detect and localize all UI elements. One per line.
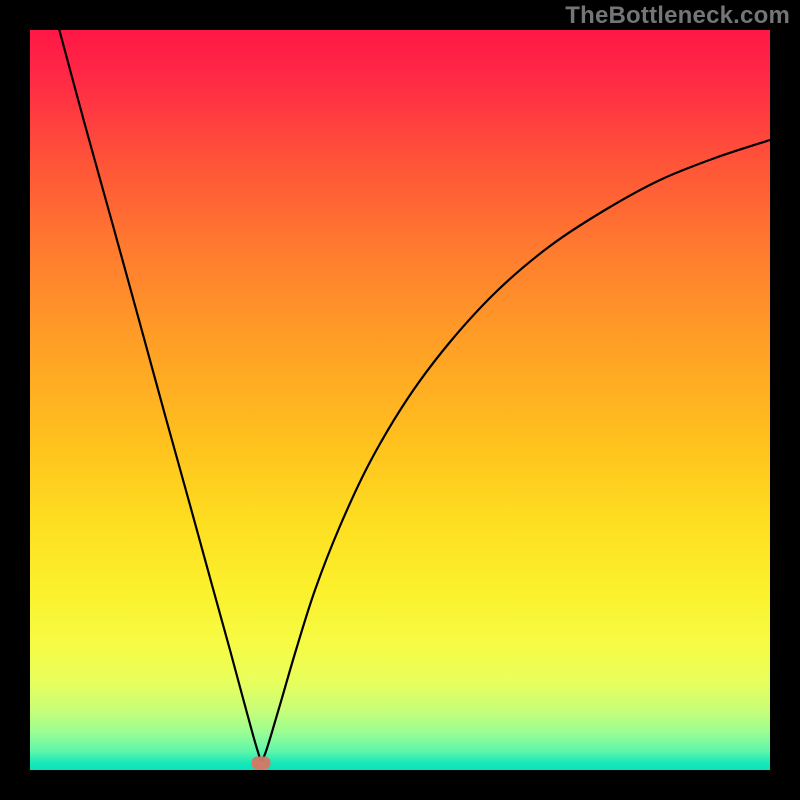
watermark-text: TheBottleneck.com [565,2,790,30]
bottleneck-curve-path [58,30,770,760]
plot-area [30,30,770,770]
curve-svg [30,30,770,770]
outer-frame: TheBottleneck.com [0,0,800,800]
minimum-marker [252,757,271,770]
